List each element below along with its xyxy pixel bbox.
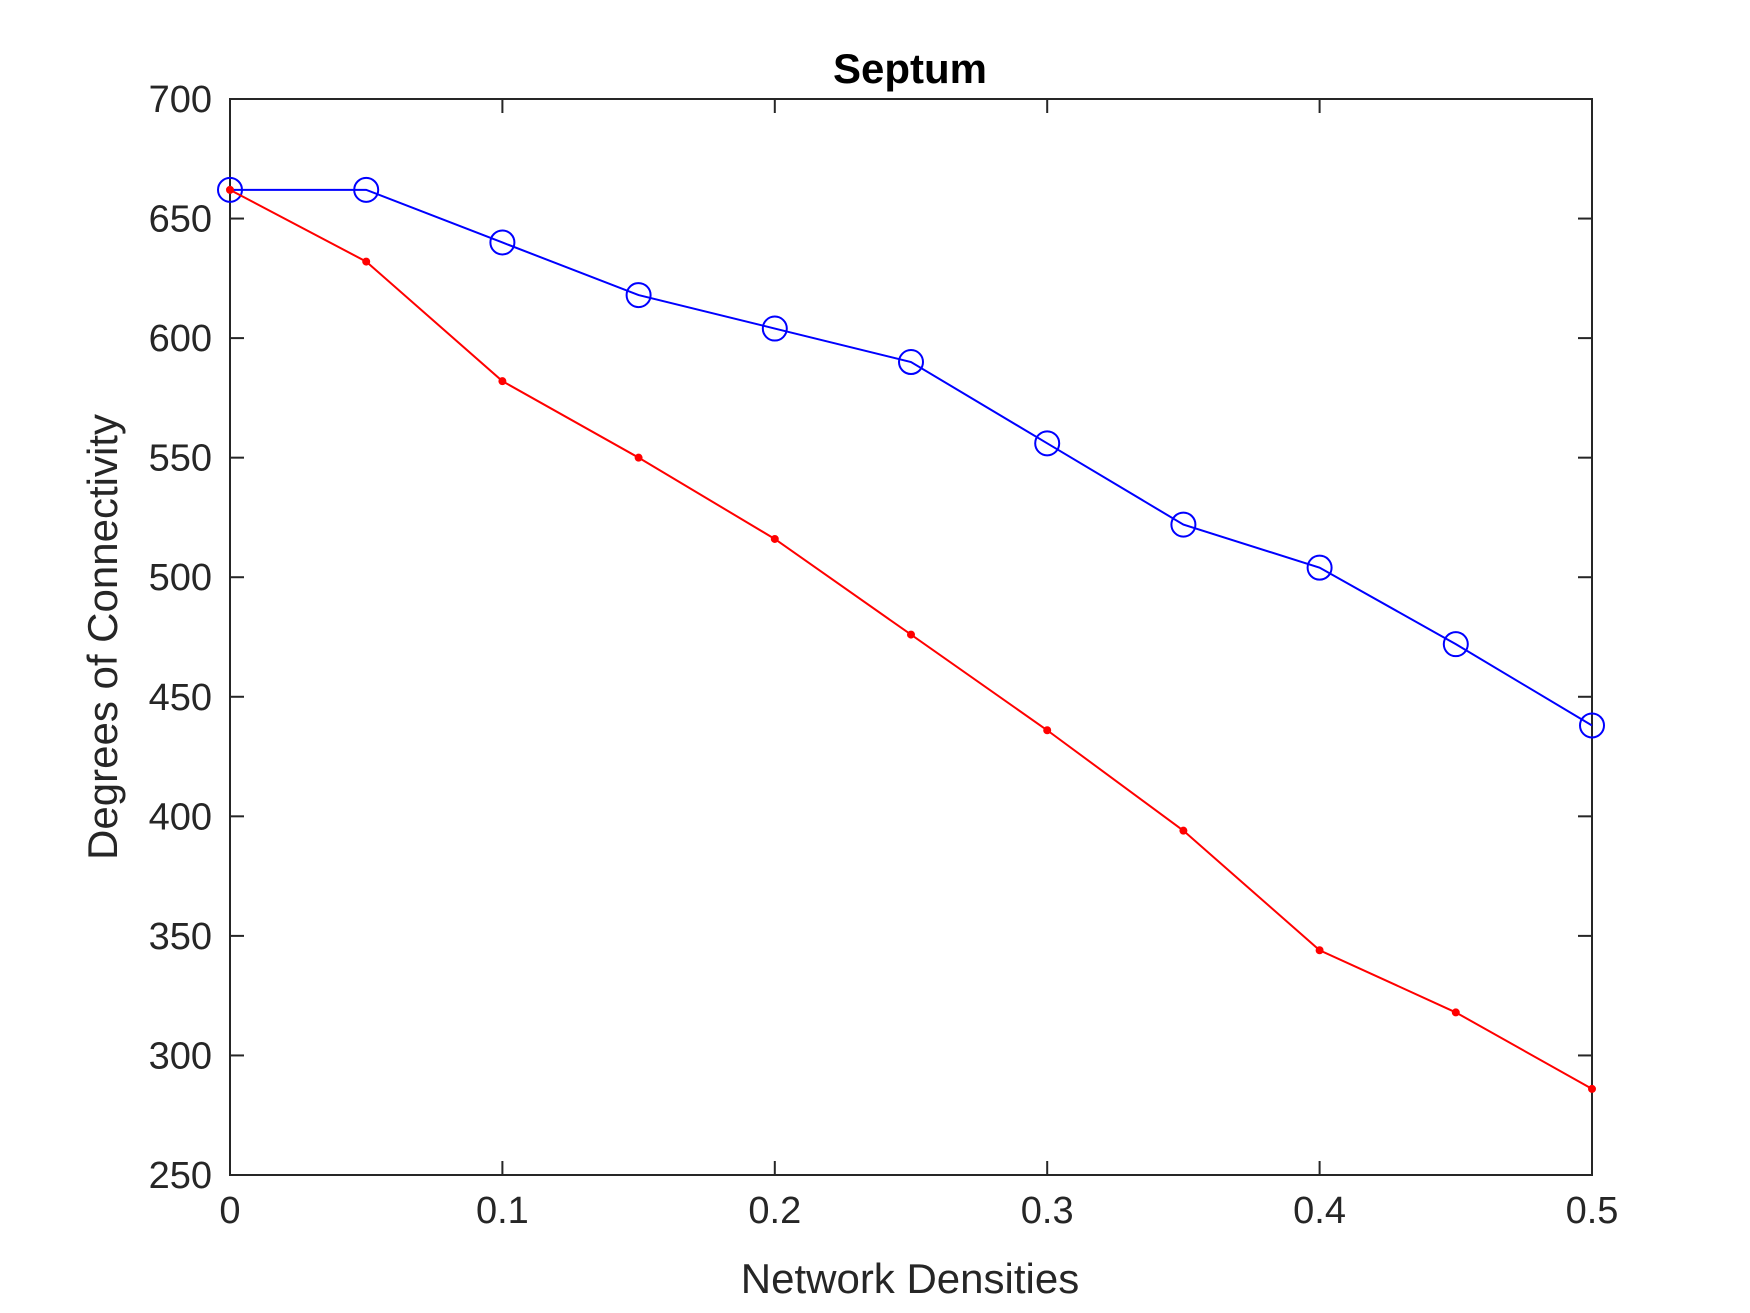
x-tick-label: 0.2 <box>748 1190 801 1232</box>
y-tick-label: 250 <box>149 1155 212 1197</box>
y-tick-label: 650 <box>149 199 212 241</box>
x-tick-label: 0.5 <box>1566 1190 1619 1232</box>
series-2-point <box>1315 946 1324 955</box>
series-2-point <box>1588 1084 1596 1093</box>
y-tick-label: 700 <box>149 79 212 121</box>
series-1-point <box>1442 631 1469 658</box>
y-tick-label: 550 <box>149 438 212 480</box>
series-1-point <box>898 349 924 376</box>
series-2-point <box>907 630 915 639</box>
series-2-point <box>1043 726 1052 735</box>
series-1-point <box>217 176 243 203</box>
y-tick-label: 450 <box>149 677 212 719</box>
plot-area: 0 0.1 0.2 0.3 0.4 0.5 250 300 350 400 450 500 550 600… <box>149 79 1619 1232</box>
series-2-point <box>1179 826 1188 835</box>
series-2-point <box>362 257 371 266</box>
x-tick-label: 0.1 <box>476 1190 529 1232</box>
series-1-point <box>1306 554 1333 581</box>
y-tick-label: 300 <box>149 1035 212 1077</box>
series-1-point <box>1170 511 1197 538</box>
series-1-point <box>1579 712 1605 739</box>
series-1-point <box>353 176 380 203</box>
x-axis-label: Network Densities <box>741 1255 1079 1302</box>
series-2-point <box>1451 1008 1460 1017</box>
series-2-point <box>634 453 643 462</box>
y-tick-label: 500 <box>149 557 212 599</box>
series-1-point <box>1034 430 1061 457</box>
series-2-point <box>226 185 234 194</box>
series-1-line <box>230 188 1593 727</box>
y-tick-label: 350 <box>149 916 212 958</box>
y-tick-label: 600 <box>149 318 212 360</box>
x-tick-label: 0.3 <box>1021 1190 1074 1232</box>
series-2-point <box>498 377 507 386</box>
series-1-point <box>761 315 788 342</box>
series-1-point <box>625 282 652 309</box>
chart-title: Septum <box>833 45 987 92</box>
axes-box <box>229 98 1593 1176</box>
x-tick-label: 0.4 <box>1293 1190 1346 1232</box>
series-1-point <box>489 229 516 256</box>
x-tick-label: 0 <box>219 1190 240 1232</box>
y-axis-label: Degrees of Connectivity <box>79 414 126 860</box>
series-2-point <box>770 534 779 543</box>
y-tick-label: 400 <box>149 796 212 838</box>
